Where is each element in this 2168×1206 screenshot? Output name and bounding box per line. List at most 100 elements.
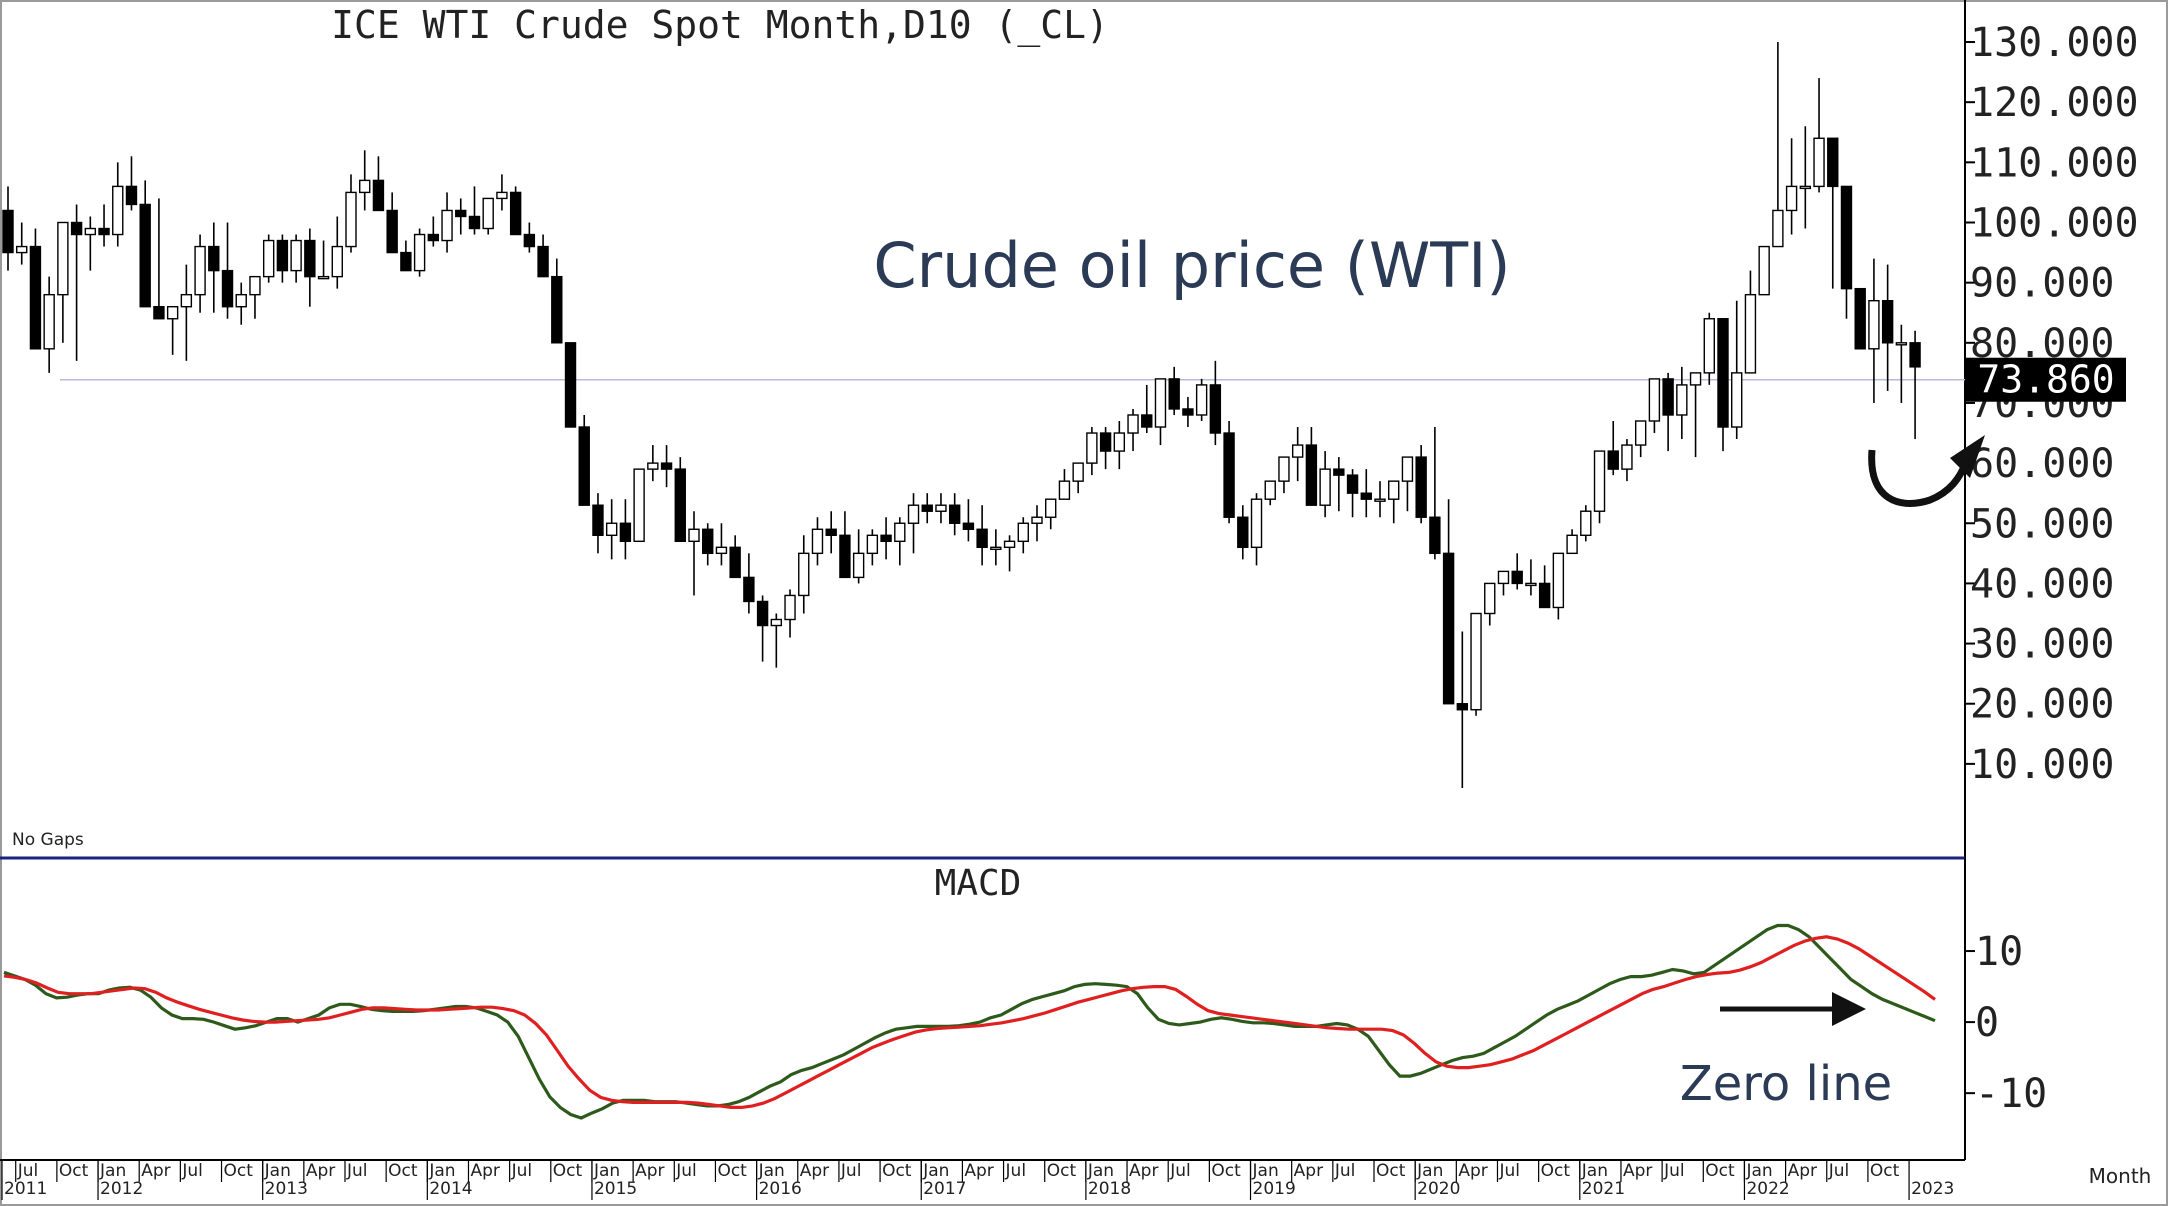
- candle: [166, 306, 179, 355]
- candle-body: [1374, 498, 1386, 502]
- candle-body: [57, 221, 69, 296]
- month-label: Apr: [800, 1161, 829, 1181]
- candle-body: [1909, 342, 1921, 368]
- candle-body: [166, 306, 179, 320]
- candle: [112, 162, 124, 247]
- candle: [894, 517, 906, 566]
- time-axis-labels: Jul Oct Jan Apr Jul Oct Jan Apr Jul Oct Jan Apr Jul O…: [1, 1160, 1954, 1200]
- month-label: Apr: [470, 1161, 499, 1181]
- candle-body: [112, 185, 124, 236]
- month-label: Jul: [840, 1161, 862, 1181]
- candle: [1401, 456, 1414, 512]
- candle-body: [935, 504, 947, 512]
- candle: [1703, 312, 1715, 385]
- month-label: Jan: [1416, 1161, 1443, 1181]
- candle-body: [811, 528, 824, 555]
- month-label: Oct: [388, 1161, 418, 1181]
- candle-body: [1689, 372, 1702, 386]
- month-label: Jan: [428, 1161, 455, 1181]
- candle-body: [1209, 384, 1222, 434]
- month-label: Jul: [181, 1161, 203, 1181]
- candle: [1881, 264, 1894, 391]
- year-label: 2020: [1417, 1179, 1460, 1199]
- candle: [1319, 451, 1331, 518]
- month-label: Apr: [1294, 1161, 1323, 1181]
- candle-body: [180, 293, 193, 308]
- period-label: Month: [2089, 1164, 2152, 1188]
- candle: [784, 589, 796, 638]
- candle-body: [907, 504, 920, 524]
- candle: [441, 192, 453, 253]
- candle: [660, 445, 673, 488]
- candle-body: [1182, 408, 1194, 416]
- candle-body: [468, 215, 481, 230]
- candle-body: [1538, 582, 1551, 609]
- candle-body: [1141, 414, 1153, 428]
- candle-body: [715, 546, 728, 555]
- candle-body: [1360, 492, 1372, 500]
- candle-body: [1072, 462, 1084, 482]
- candle: [2, 186, 14, 271]
- candle: [1566, 529, 1578, 555]
- candle: [455, 198, 467, 235]
- candle: [976, 505, 988, 566]
- candle: [852, 529, 865, 584]
- year-label: 2013: [265, 1179, 308, 1199]
- candle-body: [1566, 534, 1578, 555]
- candle: [1250, 493, 1263, 566]
- candle: [1648, 378, 1661, 434]
- candle-body: [619, 522, 632, 543]
- candle-body: [1223, 432, 1235, 518]
- candle-body: [98, 227, 110, 236]
- candle: [921, 493, 933, 524]
- candle-body: [592, 504, 604, 536]
- candle: [276, 234, 289, 283]
- candle: [962, 499, 975, 542]
- candle-body: [605, 522, 618, 536]
- candle-body: [1648, 378, 1661, 422]
- candle-body: [1827, 137, 1839, 188]
- candle: [1346, 469, 1359, 518]
- candle-body: [729, 546, 741, 579]
- month-label: Jan: [593, 1161, 620, 1181]
- price-chart-annotation: Crude oil price (WTI): [873, 229, 1510, 302]
- candle-body: [455, 209, 467, 218]
- candle: [825, 511, 837, 554]
- candle: [304, 228, 316, 307]
- year-label: 2011: [4, 1179, 47, 1199]
- month-label: Jul: [1005, 1161, 1027, 1181]
- month-label: Jan: [922, 1161, 949, 1181]
- candle-body: [208, 245, 220, 272]
- year-label: 2017: [923, 1179, 966, 1199]
- candle: [194, 234, 206, 313]
- candle-body: [1813, 137, 1825, 188]
- candle: [990, 529, 1002, 566]
- candle-body: [743, 576, 755, 603]
- candle-body: [702, 528, 714, 555]
- candle: [715, 523, 728, 566]
- candle-body: [1305, 444, 1318, 506]
- candle: [1840, 185, 1853, 319]
- candle: [413, 228, 426, 277]
- candle-body: [1429, 516, 1441, 555]
- candle-body: [1058, 480, 1071, 500]
- candle-body: [798, 552, 810, 597]
- candle: [468, 186, 481, 235]
- candle-body: [413, 233, 426, 272]
- candle: [1291, 427, 1304, 482]
- candle-body: [1758, 245, 1770, 296]
- month-label: Jul: [1169, 1161, 1191, 1181]
- candle-body: [1127, 414, 1139, 434]
- candle: [1607, 421, 1619, 476]
- candle: [1552, 552, 1565, 620]
- candle-body: [331, 245, 343, 278]
- year-label: 2018: [1088, 1179, 1131, 1199]
- macd-line: [3, 923, 1936, 1120]
- candle-body: [509, 191, 522, 236]
- candle: [605, 499, 618, 560]
- month-label: Oct: [1376, 1161, 1406, 1181]
- month-label: Oct: [224, 1161, 254, 1181]
- month-label: Apr: [306, 1161, 335, 1181]
- month-label: Oct: [1211, 1161, 1241, 1181]
